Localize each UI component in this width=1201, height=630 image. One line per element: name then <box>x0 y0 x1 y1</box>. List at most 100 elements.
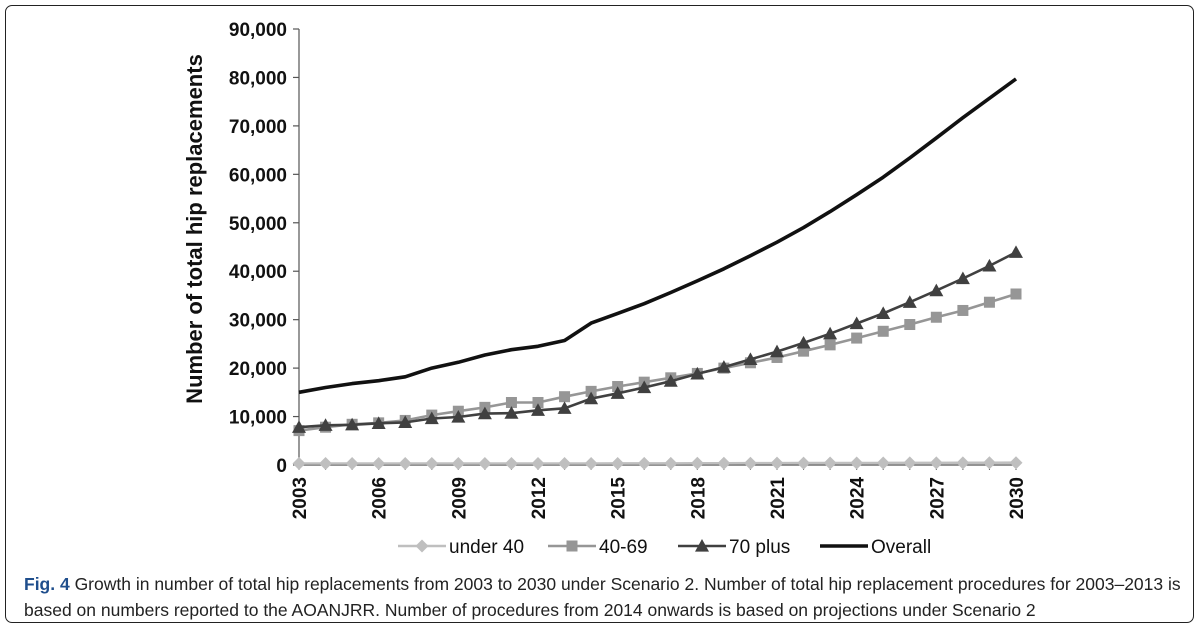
data-point-under-40 <box>743 456 757 470</box>
data-point-70-plus <box>796 335 811 349</box>
x-tick-label: 2018 <box>688 477 709 519</box>
legend-marker-under-40 <box>415 539 429 553</box>
data-point-70-plus <box>531 403 545 416</box>
x-tick-label: 2012 <box>529 477 550 519</box>
y-tick-label: 20,000 <box>229 359 287 380</box>
data-point-under-40 <box>637 456 651 470</box>
data-point-40-69 <box>585 385 597 397</box>
data-point-70-plus <box>955 271 970 285</box>
data-point-70-plus <box>690 366 705 380</box>
data-point-under-40 <box>451 457 465 471</box>
data-point-70-plus <box>610 386 625 399</box>
x-tick-label: 2027 <box>927 477 948 519</box>
y-axis-title: Number of total hip replacements <box>182 54 207 404</box>
legend-label-70-plus: 70 plus <box>729 537 790 558</box>
figure-panel: 0 10,000 20,000 30,000 40,000 50,000 60,000 70,… <box>5 5 1194 623</box>
data-point-under-40 <box>903 456 917 470</box>
data-point-under-40 <box>956 456 970 470</box>
series-line-40-69 <box>298 292 1017 432</box>
legend-label-under-40: under 40 <box>449 537 524 558</box>
data-point-40-69 <box>798 345 810 357</box>
y-tick-label: 90,000 <box>229 20 287 41</box>
data-point-under-40 <box>584 456 598 470</box>
data-point-70-plus <box>902 295 917 308</box>
data-point-70-plus <box>982 258 997 272</box>
data-point-40-69 <box>824 339 836 351</box>
data-point-under-40 <box>292 457 306 471</box>
data-point-70-plus <box>424 411 439 425</box>
data-point-40-69 <box>930 311 942 323</box>
data-point-under-40 <box>1009 456 1023 470</box>
data-point-70-plus <box>876 306 891 319</box>
data-point-under-40 <box>398 457 412 471</box>
data-point-under-40 <box>345 457 359 471</box>
x-tick-label: 2006 <box>370 477 391 519</box>
legend-marker-70-plus <box>695 539 709 552</box>
y-tick-label: 60,000 <box>229 165 287 186</box>
y-tick-label: 50,000 <box>229 214 287 235</box>
data-point-70-plus <box>929 283 944 297</box>
data-point-under-40 <box>478 457 492 471</box>
data-point-40-69 <box>505 397 517 409</box>
data-point-70-plus <box>1009 245 1023 258</box>
line-chart: 0 10,000 20,000 30,000 40,000 50,000 60,000 70,… <box>182 20 1028 558</box>
data-point-under-40 <box>611 456 625 470</box>
data-point-70-plus <box>371 416 386 429</box>
y-tick-label: 0 <box>276 456 287 477</box>
series-line-70-plus <box>298 251 1017 429</box>
data-point-40-69 <box>957 304 969 316</box>
legend-marker-40-69 <box>566 540 578 552</box>
x-tick-label: 2021 <box>768 477 789 520</box>
data-point-70-plus <box>345 417 360 431</box>
data-point-70-plus <box>849 316 864 330</box>
data-point-40-69 <box>1010 288 1022 300</box>
data-point-under-40 <box>876 456 890 470</box>
data-point-under-40 <box>425 457 439 471</box>
data-point-under-40 <box>717 456 731 470</box>
data-point-under-40 <box>850 456 864 470</box>
caption-text: Growth in number of total hip replacemen… <box>24 574 1181 620</box>
data-point-70-plus <box>663 374 678 387</box>
legend-label-overall: Overall <box>871 537 931 558</box>
data-point-under-40 <box>929 456 943 470</box>
data-point-70-plus <box>292 420 306 433</box>
y-tick-label: 70,000 <box>229 117 287 138</box>
data-point-under-40 <box>504 457 518 471</box>
data-point-under-40 <box>770 456 784 470</box>
legend-label-40-69: 40-69 <box>599 537 648 558</box>
data-point-70-plus <box>743 352 758 365</box>
data-point-70-plus <box>584 391 599 405</box>
data-point-70-plus <box>716 360 731 373</box>
data-point-40-69 <box>532 397 544 409</box>
data-point-40-69 <box>877 325 889 337</box>
y-tick-label: 10,000 <box>229 408 287 429</box>
data-point-under-40 <box>982 456 996 470</box>
data-point-40-69 <box>983 296 995 308</box>
data-point-70-plus <box>504 406 519 419</box>
x-tick-label: 2009 <box>449 477 470 519</box>
data-point-70-plus <box>557 401 572 414</box>
data-point-40-69 <box>851 332 863 344</box>
series-line-overall <box>298 77 1018 395</box>
y-tick-label: 30,000 <box>229 311 287 332</box>
x-tick-label: 2030 <box>1007 477 1028 519</box>
data-point-under-40 <box>823 456 837 470</box>
data-point-under-40 <box>319 457 333 471</box>
y-tick-label: 80,000 <box>229 68 287 89</box>
data-point-under-40 <box>690 456 704 470</box>
x-tick-label: 2024 <box>848 477 869 520</box>
data-point-70-plus <box>823 326 838 340</box>
data-point-under-40 <box>558 457 572 471</box>
series-line-under-40 <box>299 461 1017 465</box>
data-point-under-40 <box>531 457 545 471</box>
data-point-under-40 <box>372 457 386 471</box>
data-point-under-40 <box>797 456 811 470</box>
data-point-under-40 <box>664 456 678 470</box>
x-tick-label: 2003 <box>290 477 311 519</box>
data-point-40-69 <box>559 391 571 403</box>
data-point-40-69 <box>904 319 916 331</box>
x-tick-label: 2015 <box>609 477 630 520</box>
data-point-70-plus <box>451 410 466 423</box>
y-tick-label: 40,000 <box>229 262 287 283</box>
data-point-70-plus <box>398 415 413 428</box>
